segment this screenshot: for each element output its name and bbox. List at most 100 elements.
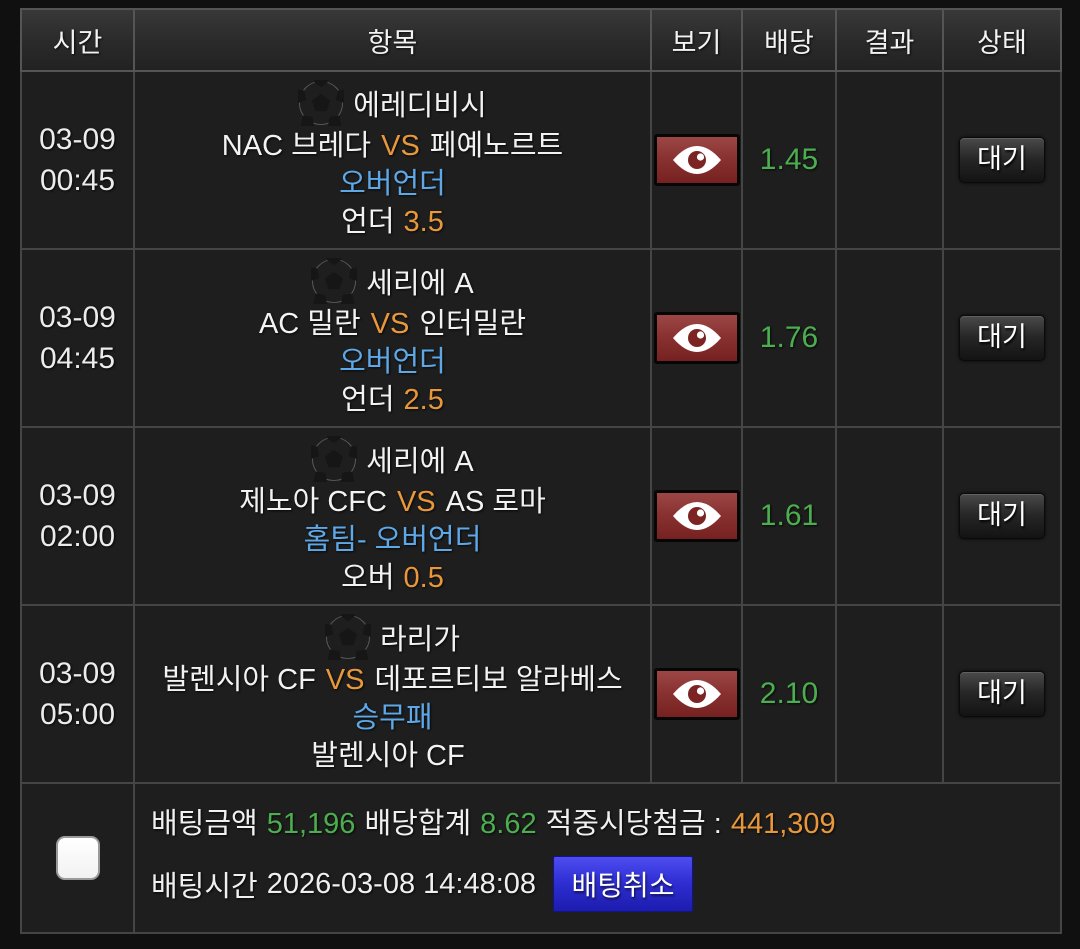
odds-value: 1.45 [741,70,837,250]
select-cell [20,782,135,934]
match-date: 03-09 [39,301,116,334]
header-view: 보기 [650,8,743,72]
status-cell: 대기 [942,426,1062,606]
match-date: 03-09 [39,657,116,690]
status-badge: 대기 [959,493,1045,539]
away-team: 인터밀란 [419,308,527,340]
cancel-bet-button[interactable]: 배팅취소 [553,856,694,912]
vs-label: VS [381,130,420,162]
teams: 발렌시아 CF VS 데포르티보 알라베스 [136,661,649,699]
match-time: 03-09 05:00 [20,604,135,784]
away-team: AS 로마 [445,486,546,518]
odds-value: 1.76 [741,248,837,428]
match-item: 에레디비시 NAC 브레다 VS 페예노르트 오버언더 언더 3.5 [133,70,652,250]
league-name: 에레디비시 [353,90,487,122]
bet-row: 03-09 04:45 세리에 A AC 밀란 VS 인터밀란 오버언더 언더 2.5… [20,248,1062,428]
bet-summary-row: 배팅금액 51,196 배당합계 8.62 적중시당첨금 :441,309 배팅시간 2… [20,782,1062,934]
result-cell [835,248,944,428]
header-result: 결과 [835,8,944,72]
odds-value: 2.10 [741,604,837,784]
view-cell [650,426,743,606]
match-item: 라리가 발렌시아 CF VS 데포르티보 알라베스 승무패 발렌시아 CF [133,604,652,784]
bet-pick: 언더 3.5 [136,203,649,241]
view-match-button[interactable] [653,490,740,542]
soccer-ball-icon [325,614,371,660]
eye-icon [671,144,723,176]
view-cell [650,248,743,428]
league-name: 라리가 [379,624,461,656]
soccer-ball-icon [298,80,344,126]
view-match-button[interactable] [653,134,740,186]
result-cell [835,426,944,606]
result-cell [835,604,944,784]
teams: 제노아 CFC VS AS 로마 [136,483,649,521]
bet-time-value: 2026-03-08 14:48:08 [266,867,537,900]
match-start-time: 02:00 [39,520,116,553]
match-start-time: 04:45 [39,342,116,375]
bet-summary: 배팅금액 51,196 배당합계 8.62 적중시당첨금 :441,309 배팅시간 2… [133,782,1062,934]
header-status: 상태 [942,8,1062,72]
match-time: 03-09 04:45 [20,248,135,428]
bet-market: 오버언더 [339,168,446,200]
bet-amount-label: 배팅금액 [151,808,258,840]
match-item: 세리에 A 제노아 CFC VS AS 로마 홈팀- 오버언더 오버 0.5 [133,426,652,606]
eye-icon [671,500,723,532]
status-badge: 대기 [959,315,1045,361]
pick-label: 언더 [341,384,395,416]
bet-market: 승무패 [352,702,433,734]
bet-summary-line: 배팅금액 51,196 배당합계 8.62 적중시당첨금 :441,309 [151,804,1059,844]
match-time: 03-09 00:45 [20,70,135,250]
league-name: 세리에 A [366,446,474,478]
home-team: 발렌시아 CF [162,664,316,696]
bet-time-label: 배팅시간 [151,871,258,903]
bet-pick: 오버 0.5 [136,559,649,597]
bet-time-line: 배팅시간 2026-03-08 14:48:08 배팅취소 [151,856,1059,912]
vs-label: VS [370,308,410,340]
home-team: AC 밀란 [258,308,361,340]
odds-value: 1.61 [741,426,837,606]
match-date: 03-09 [39,123,116,156]
header-item: 항목 [133,8,652,72]
view-match-button[interactable] [653,312,740,364]
match-date: 03-09 [39,479,116,512]
bet-pick: 발렌시아 CF [136,737,649,775]
bet-amount-value: 51,196 [266,808,356,840]
teams: AC 밀란 VS 인터밀란 [136,305,649,343]
bet-row: 03-09 00:45 에레디비시 NAC 브레다 VS 페예노르트 오버언더 언더… [20,70,1062,250]
bet-pick: 언더 2.5 [136,381,649,419]
table-header-row: 시간 항목 보기 배당 결과 상태 [20,8,1062,72]
soccer-ball-icon [311,258,357,304]
status-cell: 대기 [942,70,1062,250]
bet-select-checkbox[interactable] [55,836,100,880]
header-odds: 배당 [741,8,837,72]
home-team: 제노아 CFC [239,486,387,518]
pick-label: 발렌시아 CF [311,740,465,772]
soccer-ball-icon [311,436,357,482]
league-name: 세리에 A [366,268,474,300]
pick-label: 오버 [341,562,395,594]
view-cell [650,604,743,784]
bet-row: 03-09 02:00 세리에 A 제노아 CFC VS AS 로마 홈팀- 오버언… [20,426,1062,606]
odds-total-label: 배당합계 [364,808,472,840]
odds-total-value: 8.62 [480,808,537,840]
match-time: 03-09 02:00 [20,426,135,606]
match-start-time: 00:45 [39,164,116,197]
potential-win-label: 적중시당첨금 : [545,808,722,840]
vs-label: VS [396,486,436,518]
match-start-time: 05:00 [39,698,116,731]
teams: NAC 브레다 VS 페예노르트 [136,127,649,165]
bet-slip-table: 시간 항목 보기 배당 결과 상태 03-09 00:45 에레디비시 NAC … [20,8,1062,934]
status-badge: 대기 [959,671,1045,717]
away-team: 페예노르트 [429,130,564,162]
potential-win-value: 441,309 [730,808,836,840]
bet-market: 홈팀- 오버언더 [303,524,482,556]
eye-icon [671,322,723,354]
vs-label: VS [325,664,365,696]
pick-label: 언더 [341,206,395,238]
result-cell [835,70,944,250]
status-cell: 대기 [942,248,1062,428]
status-cell: 대기 [942,604,1062,784]
bet-row: 03-09 05:00 라리가 발렌시아 CF VS 데포르티보 알라베스 승무패 … [20,604,1062,784]
view-match-button[interactable] [653,668,740,720]
bet-market: 오버언더 [339,346,446,378]
